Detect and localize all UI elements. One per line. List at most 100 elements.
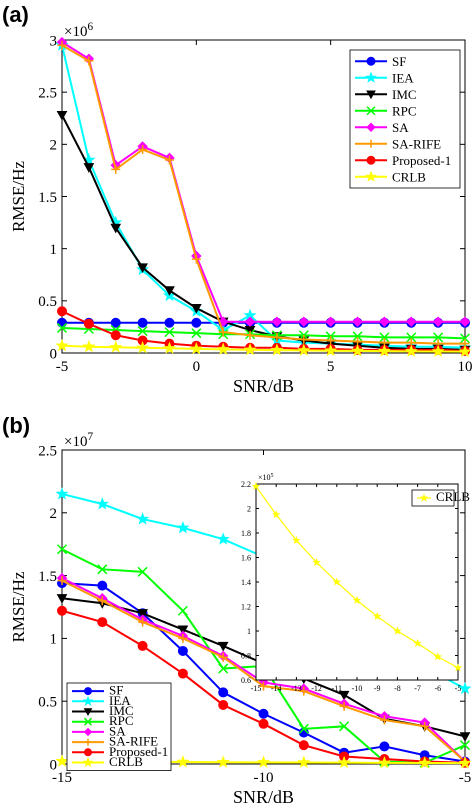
y-tick-label: 1.5: [38, 569, 57, 585]
data-point-crlb: [431, 344, 445, 357]
data-point-sa-rife: [164, 155, 174, 165]
legend-label: Proposed-1: [109, 744, 168, 759]
data-point-crlb: [189, 341, 203, 355]
data-point-crlb: [297, 343, 311, 356]
data-point-sa: [325, 316, 336, 327]
legend-label: Proposed-1: [392, 153, 451, 168]
data-point-sa: [244, 316, 256, 327]
series-line-proposed-1: [61, 310, 466, 352]
legend-marker: [366, 90, 376, 100]
data-point-crlb: [297, 755, 311, 769]
data-point-sa-rife: [57, 576, 67, 586]
panel-label: (b): [2, 413, 30, 438]
legend-marker: [366, 122, 376, 132]
y-exponent-base: ×10: [258, 473, 271, 482]
series-line-sa-rife: [61, 44, 465, 345]
legend-marker: [82, 695, 94, 706]
data-point-proposed-1: [110, 330, 121, 341]
data-point-crlb: [109, 340, 123, 353]
y-tick-label: 2.5: [38, 443, 57, 459]
data-point-rpc: [56, 544, 68, 555]
data-point-rpc: [97, 564, 108, 575]
legend-label: IEA: [109, 693, 131, 708]
legend-label: IEA: [392, 70, 414, 85]
data-point-sf: [57, 317, 67, 328]
data-point-proposed-1: [57, 306, 67, 317]
legend-marker: [83, 717, 93, 726]
data-point-proposed-1: [177, 668, 188, 679]
data-point-sa-rife: [218, 652, 228, 662]
x-tick-label: -12: [311, 684, 322, 693]
data-point-crlb: [418, 756, 432, 769]
data-point-iea: [95, 497, 109, 510]
y-tick-label: 0: [50, 346, 58, 362]
data-point-sa-rife: [299, 686, 309, 696]
data-point-proposed-1: [298, 740, 309, 751]
data-point-proposed-1: [83, 318, 94, 329]
data-point-imc: [177, 625, 189, 636]
x-tick-label: -15: [251, 684, 262, 693]
data-point-rpc: [177, 605, 188, 616]
y-tick-label: 0.6: [241, 676, 251, 685]
data-point-crlb: [176, 755, 190, 768]
data-point-crlb: [55, 338, 69, 352]
data-point-sf: [97, 580, 108, 591]
y-tick-label: 1: [50, 242, 58, 258]
legend-label: SF: [392, 54, 406, 69]
x-tick-label: -5: [459, 770, 472, 786]
data-point-crlb: [292, 535, 301, 544]
legend-label: SA: [109, 723, 126, 738]
data-point-rpc: [218, 663, 229, 674]
x-tick-label: 5: [327, 359, 335, 375]
data-point-crlb: [324, 343, 338, 357]
data-point-sa: [379, 316, 390, 327]
x-tick-label: -13: [291, 684, 302, 693]
data-point-iea: [458, 681, 472, 695]
y-tick-label: 2.5: [38, 85, 57, 101]
data-point-crlb: [337, 755, 351, 769]
y-tick-label: 1: [247, 627, 251, 636]
data-point-iea: [136, 512, 150, 525]
x-tick-label: -15: [52, 770, 72, 786]
data-point-sf: [191, 317, 202, 328]
series-line-sa: [61, 41, 465, 323]
y-axis-label: RMSE/Hz: [9, 161, 28, 232]
data-point-crlb: [433, 652, 443, 661]
data-point-crlb: [377, 344, 391, 357]
legend-label: SF: [109, 683, 123, 698]
data-point-sa-rife: [97, 596, 107, 606]
x-tick-label: -10: [254, 770, 274, 786]
data-point-rpc: [56, 322, 68, 333]
y-exponent-base: ×10: [64, 24, 87, 40]
data-point-crlb: [377, 756, 391, 769]
y-axis-label: RMSE/Hz: [9, 571, 28, 642]
legend-marker: [366, 56, 376, 66]
legend-label: SA-RIFE: [392, 136, 441, 151]
series-layer: [55, 36, 472, 358]
data-point-sa-rife: [259, 681, 268, 691]
data-point-rpc: [339, 721, 350, 732]
x-tick-label: -5: [56, 359, 69, 375]
x-tick-label: -14: [271, 684, 282, 693]
data-point-sa-rife: [272, 332, 282, 342]
data-point-crlb: [243, 343, 257, 356]
data-point-imc: [190, 304, 202, 314]
data-point-sf: [137, 317, 148, 328]
y-exponent-power: 6: [87, 21, 93, 33]
legend-label: RPC: [392, 103, 417, 118]
data-point-sa: [432, 316, 444, 327]
data-point-sa: [298, 316, 310, 327]
data-point-crlb: [404, 344, 418, 357]
series-line-rpc: [61, 326, 466, 340]
y-tick-label: 0.5: [38, 694, 57, 710]
x-tick-label: -11: [332, 684, 342, 693]
data-point-crlb: [271, 510, 281, 519]
data-point-sf: [258, 708, 269, 719]
data-point-crlb: [162, 341, 176, 354]
data-point-proposed-1: [57, 605, 67, 616]
data-point-sa: [459, 316, 471, 327]
x-tick-label: 0: [193, 359, 201, 375]
legend-box: [66, 682, 172, 771]
data-point-crlb: [393, 626, 402, 635]
